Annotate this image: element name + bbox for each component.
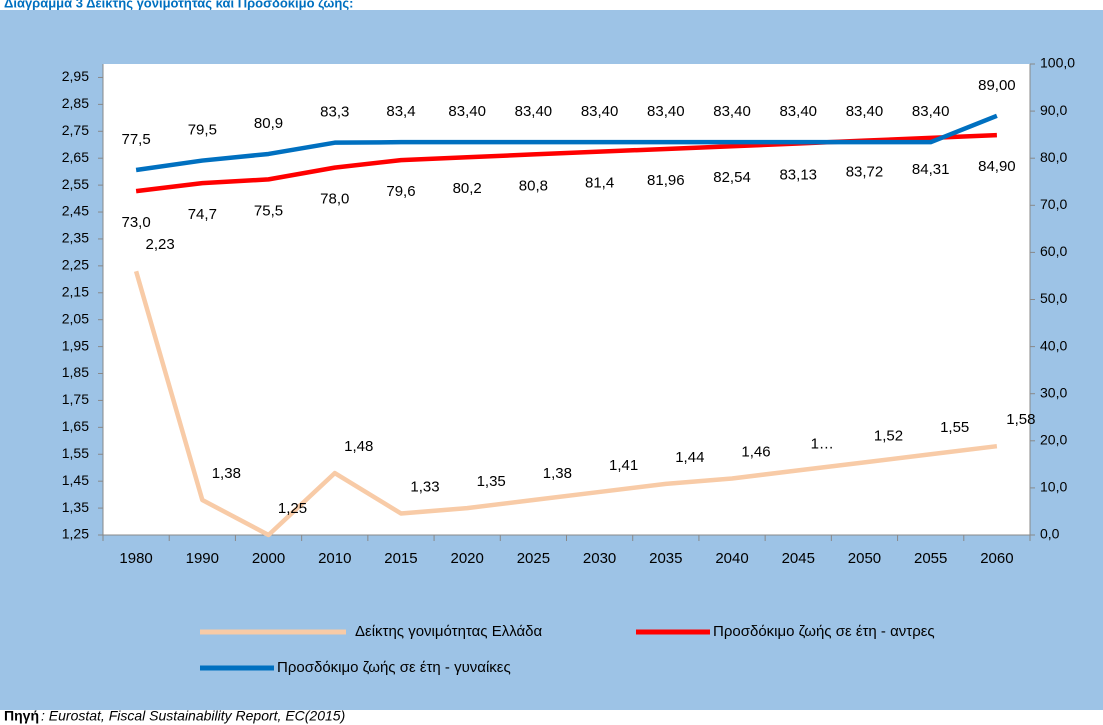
y-tick-label: 1,25	[62, 526, 89, 542]
data-label: 79,5	[188, 122, 217, 139]
data-label: 80,9	[254, 115, 283, 132]
data-label: 75,5	[254, 202, 283, 219]
data-label: 1,44	[675, 449, 704, 466]
chart-title: Διάγραμμα 3 Δείκτης γονιμότητας και Προσ…	[4, 0, 353, 10]
x-tick-label: 2045	[782, 550, 815, 567]
y2-tick-label: 20,0	[1040, 432, 1067, 448]
y-tick-label: 2,95	[62, 68, 89, 84]
data-label: 83,13	[779, 166, 817, 183]
y-tick-label: 2,35	[62, 230, 89, 246]
x-tick-label: 2015	[384, 550, 417, 567]
x-tick-label: 2035	[649, 550, 682, 567]
data-label: 83,40	[448, 103, 486, 120]
y-tick-label: 2,75	[62, 122, 89, 138]
data-label: 1,52	[874, 427, 903, 444]
y-tick-label: 1,75	[62, 391, 89, 407]
x-tick-label: 2010	[318, 550, 351, 567]
source-text: : Eurostat, Fiscal Sustainability Report…	[41, 708, 345, 724]
x-tick-label: 2030	[583, 550, 616, 567]
y-tick-label: 1,45	[62, 472, 89, 488]
data-label: 81,96	[647, 172, 685, 189]
x-tick-label: 2060	[980, 550, 1013, 567]
data-label: 74,7	[188, 206, 217, 223]
y2-tick-label: 100,0	[1040, 55, 1075, 71]
data-label: 1,48	[344, 438, 373, 455]
x-tick-label: 2050	[848, 550, 881, 567]
data-label: 1,58	[1006, 411, 1035, 428]
y-tick-label: 1,55	[62, 445, 89, 461]
data-label: 1,25	[278, 500, 307, 517]
data-label: 84,31	[912, 161, 950, 178]
data-label: 1…	[811, 435, 834, 452]
data-label: 83,40	[581, 103, 619, 120]
x-tick-label: 1980	[119, 550, 152, 567]
y2-tick-label: 50,0	[1040, 290, 1067, 306]
x-tick-label: 2025	[517, 550, 550, 567]
y-tick-label: 1,65	[62, 418, 89, 434]
data-label: 82,54	[713, 169, 751, 186]
legend-label: Προσδόκιμο ζωής σε έτη - γυναίκες	[277, 659, 511, 676]
y-tick-label: 2,15	[62, 283, 89, 299]
data-label: 77,5	[122, 131, 151, 148]
y-tick-label: 1,95	[62, 337, 89, 353]
data-label: 83,40	[912, 103, 950, 120]
data-label: 83,40	[647, 103, 685, 120]
legend-label: Δείκτης γονιμότητας Ελλάδα	[355, 623, 542, 640]
data-label: 73,0	[122, 214, 151, 231]
y-tick-label: 2,55	[62, 176, 89, 192]
y-tick-label: 1,35	[62, 499, 89, 515]
x-tick-label: 2000	[252, 550, 285, 567]
x-tick-label: 1990	[186, 550, 219, 567]
y2-tick-label: 10,0	[1040, 479, 1067, 495]
y2-tick-label: 40,0	[1040, 337, 1067, 353]
y2-tick-label: 60,0	[1040, 243, 1067, 259]
x-tick-label: 2055	[914, 550, 947, 567]
y-tick-label: 2,85	[62, 95, 89, 111]
y2-tick-label: 80,0	[1040, 149, 1067, 165]
data-label: 83,72	[846, 164, 884, 181]
series-line	[133, 270, 998, 538]
data-label: 1,33	[410, 478, 439, 495]
data-label: 78,0	[320, 191, 349, 208]
y-tick-label: 1,85	[62, 364, 89, 380]
data-label: 84,90	[978, 158, 1016, 175]
source-label: Πηγή	[4, 708, 39, 724]
data-label: 80,8	[519, 177, 548, 194]
data-label: 81,4	[585, 175, 614, 192]
data-label: 83,40	[515, 103, 553, 120]
data-label: 79,6	[386, 183, 415, 200]
y-tick-label: 2,45	[62, 203, 89, 219]
data-label: 1,41	[609, 457, 638, 474]
x-tick-label: 2020	[450, 550, 483, 567]
y-tick-label: 2,05	[62, 310, 89, 326]
data-label: 83,40	[846, 103, 884, 120]
data-label: 83,40	[779, 103, 817, 120]
y2-tick-label: 70,0	[1040, 196, 1067, 212]
data-label: 83,40	[713, 103, 751, 120]
legend-label: Προσδόκιμο ζωής σε έτη - αντρες	[713, 623, 935, 640]
data-label: 1,38	[543, 465, 572, 482]
data-label: 80,2	[453, 180, 482, 197]
data-label: 89,00	[978, 77, 1016, 94]
data-label: 1,35	[477, 473, 506, 490]
y-tick-label: 2,25	[62, 257, 89, 273]
data-label: 1,46	[741, 443, 770, 460]
y2-tick-label: 0,0	[1040, 526, 1060, 542]
data-label: 1,55	[940, 419, 969, 436]
data-label: 83,3	[320, 104, 349, 121]
data-label: 1,38	[212, 465, 241, 482]
data-label: 2,23	[146, 236, 175, 253]
data-label: 83,4	[386, 103, 415, 120]
y-tick-label: 2,65	[62, 149, 89, 165]
y2-tick-label: 90,0	[1040, 102, 1067, 118]
series-line	[135, 113, 998, 173]
y2-tick-label: 30,0	[1040, 384, 1067, 400]
x-tick-label: 2040	[715, 550, 748, 567]
